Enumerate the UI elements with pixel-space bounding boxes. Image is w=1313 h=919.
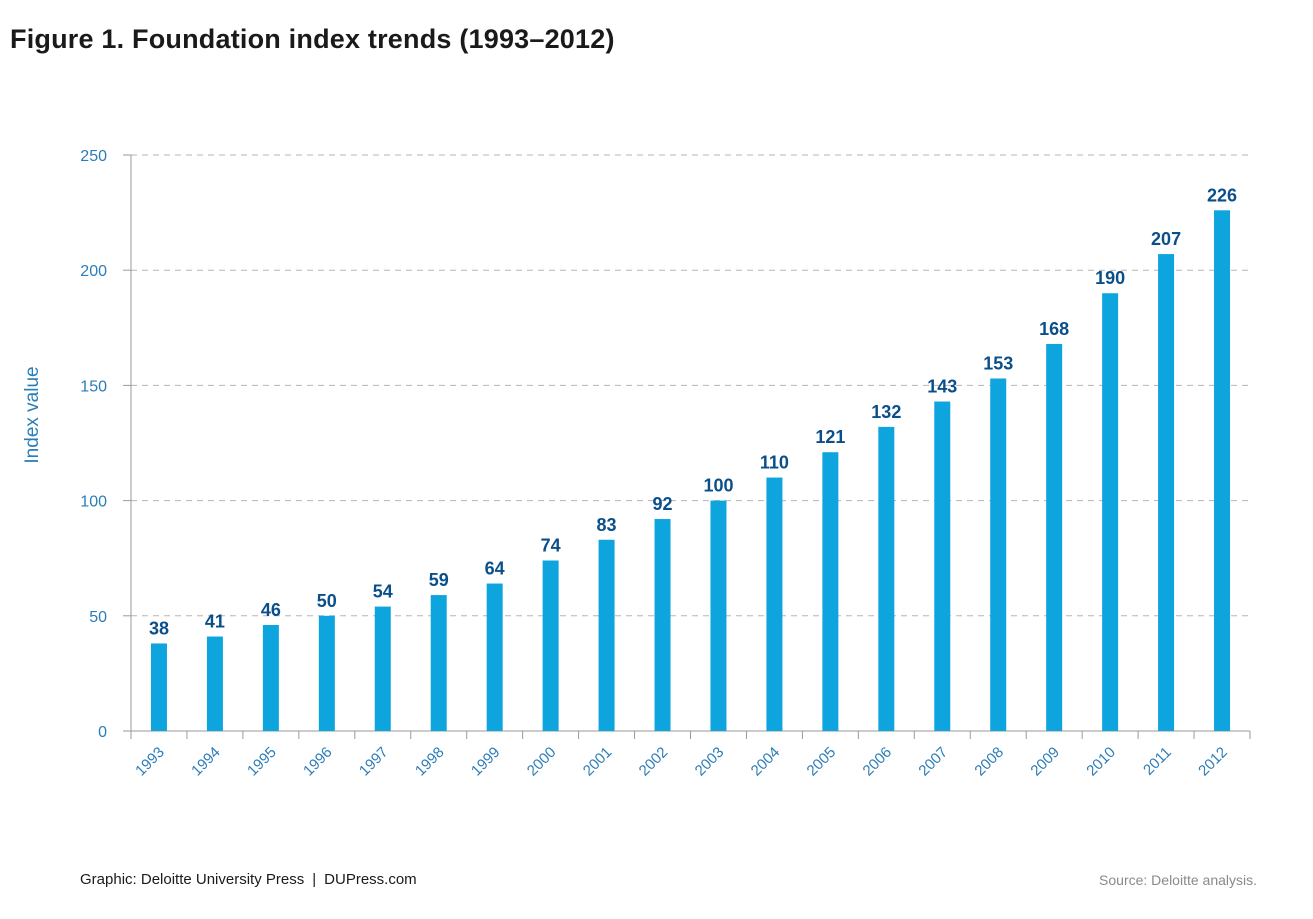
- data-label-1997: 54: [373, 582, 393, 602]
- y-tick-label: 250: [80, 148, 107, 165]
- bar-1998: [430, 595, 447, 731]
- data-label-2001: 83: [597, 515, 617, 535]
- x-tick-label-2010: 2010: [1083, 744, 1119, 780]
- data-label-1996: 50: [317, 591, 337, 611]
- x-tick-label-2004: 2004: [748, 744, 784, 780]
- y-tick-label: 200: [80, 263, 107, 280]
- bar-2007: [934, 401, 951, 731]
- bar-2010: [1102, 293, 1119, 731]
- source-note: Source: Deloitte analysis.: [1099, 872, 1257, 888]
- bar-2004: [766, 477, 783, 731]
- data-label-2007: 143: [927, 377, 957, 397]
- x-tick-label-2002: 2002: [636, 744, 672, 780]
- data-label-1995: 46: [261, 600, 281, 620]
- x-tick-label-2012: 2012: [1195, 744, 1231, 780]
- bar-2001: [598, 539, 615, 731]
- x-tick-label-1996: 1996: [300, 744, 336, 780]
- data-label-2011: 207: [1151, 229, 1181, 249]
- y-axis-label: Index value: [22, 366, 43, 463]
- data-label-1998: 59: [429, 570, 449, 590]
- data-label-2010: 190: [1095, 268, 1125, 288]
- data-label-2000: 74: [541, 536, 561, 556]
- footer-separator: |: [312, 871, 317, 888]
- data-label-2008: 153: [983, 353, 1013, 373]
- bar-2006: [878, 426, 895, 731]
- x-tick-label-1999: 1999: [468, 744, 504, 780]
- bar-1997: [374, 606, 391, 731]
- site-link: DUPress.com: [324, 871, 417, 888]
- bar-2008: [990, 378, 1007, 731]
- bar-1995: [262, 625, 279, 731]
- data-label-1994: 41: [205, 612, 225, 632]
- bar-2000: [542, 560, 559, 731]
- x-tick-label-1994: 1994: [188, 744, 224, 780]
- x-tick-label-2005: 2005: [804, 744, 840, 780]
- graphic-credit: Graphic: Deloitte University Press: [80, 871, 305, 888]
- x-tick-label-1995: 1995: [244, 744, 280, 780]
- x-tick-label-2011: 2011: [1140, 744, 1175, 779]
- bar-2003: [710, 500, 727, 731]
- bar-1999: [486, 583, 503, 731]
- bar-2011: [1158, 254, 1175, 731]
- bar-2009: [1046, 343, 1063, 731]
- data-label-2004: 110: [760, 453, 789, 473]
- x-tick-label-2003: 2003: [692, 744, 728, 780]
- y-tick-label: 50: [89, 609, 107, 626]
- y-tick-label: 150: [80, 378, 107, 395]
- bar-2012: [1214, 210, 1231, 731]
- data-label-2002: 92: [653, 494, 673, 514]
- footer-credit: Graphic: Deloitte University Press | DUPre…: [80, 871, 417, 888]
- x-tick-label-2009: 2009: [1027, 744, 1063, 780]
- data-label-2006: 132: [871, 402, 901, 422]
- bar-1993: [150, 643, 167, 731]
- bar-2005: [822, 452, 839, 731]
- chart-title: Figure 1. Foundation index trends (1993–…: [10, 24, 615, 54]
- bar-2002: [654, 519, 671, 731]
- x-tick-label-1997: 1997: [356, 744, 392, 780]
- x-tick-label-2000: 2000: [524, 744, 560, 780]
- y-tick-label: 0: [98, 724, 107, 741]
- data-label-1993: 38: [149, 618, 169, 638]
- x-tick-label-1993: 1993: [132, 744, 168, 780]
- x-tick-label-2008: 2008: [971, 744, 1007, 780]
- data-label-2005: 121: [815, 427, 845, 447]
- data-label-2012: 226: [1207, 185, 1237, 205]
- x-tick-label-2001: 2001: [580, 744, 616, 780]
- data-label-1999: 64: [485, 559, 505, 579]
- bar-1996: [318, 615, 335, 731]
- y-tick-label: 100: [80, 494, 107, 511]
- data-label-2009: 168: [1039, 319, 1069, 339]
- data-label-2003: 100: [703, 476, 733, 496]
- x-tick-label-1998: 1998: [412, 744, 448, 780]
- x-tick-label-2007: 2007: [915, 744, 951, 780]
- bar-1994: [206, 636, 223, 731]
- x-tick-label-2006: 2006: [860, 744, 896, 780]
